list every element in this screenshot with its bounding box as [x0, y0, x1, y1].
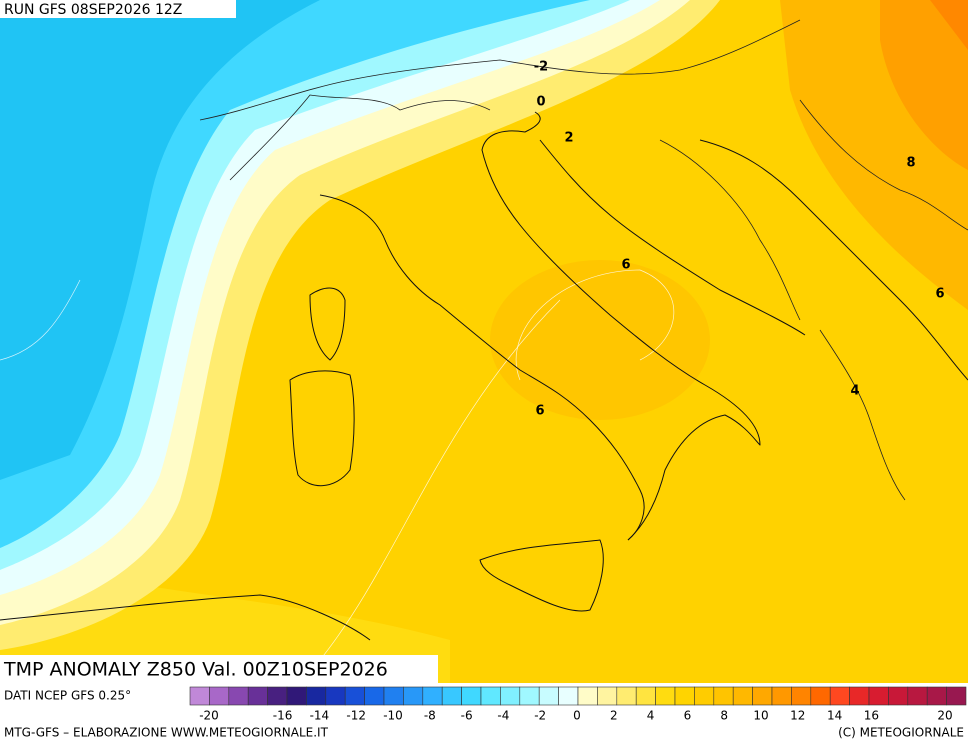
colorbar-box	[946, 686, 967, 706]
colorbar-label: -6	[461, 709, 473, 723]
colorbar-box	[422, 686, 443, 706]
run-box	[0, 0, 236, 18]
colorbar-label: -16	[273, 709, 293, 723]
contour-label: 6	[621, 258, 630, 273]
colorbar-box	[558, 686, 579, 706]
colorbar-box	[907, 686, 928, 706]
colorbar-box	[344, 686, 365, 706]
coastlines	[0, 111, 968, 641]
colorbar-box	[752, 686, 773, 706]
colorbar-box	[791, 686, 812, 706]
colorbar-box	[926, 686, 947, 706]
colorbar: -20 -16 -14 -12 -10 -8 -6 -4 -2 0 2 4 6 8 10 12 14 16 20	[189, 686, 967, 723]
colorbar-label: -12	[346, 709, 366, 723]
colorbar-label: -10	[383, 709, 403, 723]
contour-label: 0	[536, 95, 545, 110]
colorbar-box	[267, 686, 288, 706]
colorbar-label: -4	[497, 709, 509, 723]
colorbar-box	[732, 686, 753, 706]
contour-label: 6	[935, 287, 944, 302]
colorbar-label: 8	[720, 709, 728, 723]
colorbar-label: 20	[937, 709, 952, 723]
colorbar-box	[888, 686, 909, 706]
colorbar-box	[694, 686, 715, 706]
colorbar-box	[635, 686, 656, 706]
colorbar-box	[597, 686, 618, 706]
colorbar-box	[383, 686, 404, 706]
footer-left: MTG-GFS – ELABORAZIONE WWW.METEOGIORNALE…	[4, 726, 329, 740]
colorbar-box	[500, 686, 521, 706]
colorbar-box	[189, 686, 210, 706]
colorbar-box	[209, 686, 230, 706]
colorbar-box	[480, 686, 501, 706]
colorbar-box	[674, 686, 695, 706]
colorbar-box	[519, 686, 540, 706]
colorbar-box	[441, 686, 462, 706]
colorbar-label: 6	[684, 709, 692, 723]
map-title: TMP ANOMALY Z850 Val. 00Z10SEP2026	[3, 659, 388, 681]
footer-right: (C) METEOGIORNALE	[838, 726, 964, 740]
contour-label: 2	[564, 131, 573, 146]
contour-label: 6	[535, 404, 544, 419]
colorbar-box	[655, 686, 676, 706]
colorbar-box	[364, 686, 385, 706]
colorbar-box	[403, 686, 424, 706]
colorbar-box	[713, 686, 734, 706]
colorbar-box	[228, 686, 249, 706]
colorbar-box	[286, 686, 307, 706]
title-box	[0, 655, 438, 683]
colorbar-box	[306, 686, 327, 706]
colorbar-box	[247, 686, 268, 706]
colorbar-label: 10	[753, 709, 768, 723]
contour-labels: -2 0 2 6 6 8 6 4	[534, 60, 945, 419]
colorbar-label: 12	[790, 709, 805, 723]
source-label: DATI NCEP GFS 0.25°	[4, 689, 131, 703]
colorbar-box	[538, 686, 559, 706]
colorbar-box	[829, 686, 850, 706]
colorbar-box	[461, 686, 482, 706]
colorbar-box	[771, 686, 792, 706]
colorbar-label: -14	[310, 709, 330, 723]
colorbar-label: 0	[573, 709, 581, 723]
colorbar-label: -2	[534, 709, 546, 723]
colorbar-box	[868, 686, 889, 706]
colorbar-box	[577, 686, 598, 706]
colorbar-label: 4	[647, 709, 655, 723]
colorbar-box	[810, 686, 831, 706]
contour-label: 4	[850, 384, 859, 399]
colorbar-label: -8	[424, 709, 436, 723]
contour-label: 8	[906, 156, 915, 171]
colorbar-label: 14	[827, 709, 842, 723]
colorbar-label: -20	[199, 709, 219, 723]
colorbar-box	[616, 686, 637, 706]
colorbar-label: 16	[864, 709, 879, 723]
run-label: RUN GFS 08SEP2026 12Z	[4, 2, 182, 18]
borders	[199, 19, 968, 501]
colorbar-label: 2	[610, 709, 618, 723]
temperature-field	[0, 0, 968, 683]
colorbar-box	[325, 686, 346, 706]
colorbar-box	[849, 686, 870, 706]
contour-label: -2	[534, 60, 548, 75]
